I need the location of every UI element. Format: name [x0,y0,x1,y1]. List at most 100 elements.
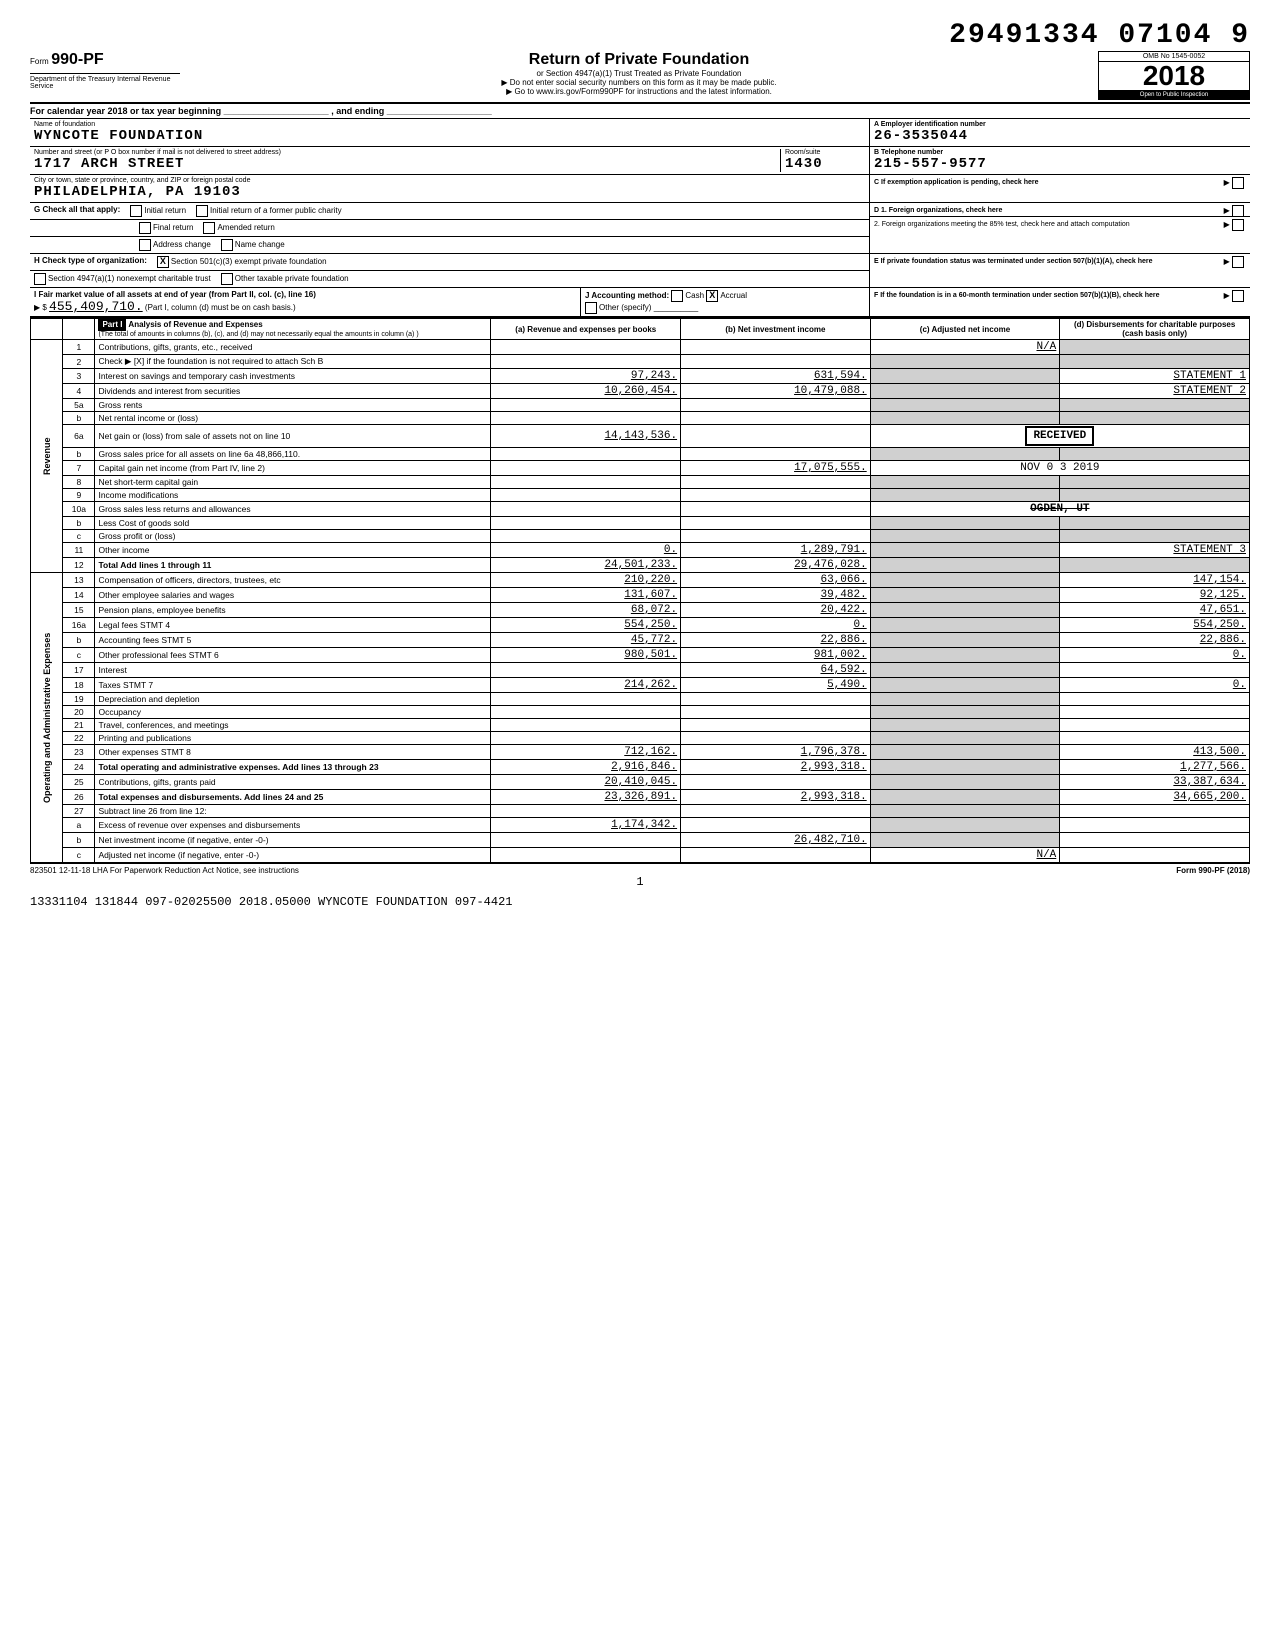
amount-cell [681,355,871,369]
line-desc: Compensation of officers, directors, tru… [95,573,491,588]
ein-value: 26-3535044 [874,128,1246,144]
j-accrual-check[interactable]: X [706,290,718,302]
line-desc: Gross sales less returns and allowances [95,502,491,517]
amount-cell: 0. [681,618,871,633]
i-note: (Part I, column (d) must be on cash basi… [145,303,296,312]
amount-cell [681,706,871,719]
line-number: 18 [63,678,95,693]
line-desc: Capital gain net income (from Part IV, l… [95,461,491,476]
line-number: 15 [63,603,95,618]
line-number: 13 [63,573,95,588]
amount-cell [1060,706,1250,719]
line-number: b [63,833,95,848]
j-opt-0: Cash [685,291,704,300]
street-label: Number and street (or P O box number if … [34,149,780,156]
bottom-line: 13331104 131844 097-02025500 2018.05000 … [30,895,1250,909]
amount-cell [870,476,1060,489]
j-other-check[interactable] [585,302,597,314]
g-name-check[interactable] [221,239,233,251]
amount-cell: N/A [870,848,1060,863]
line-number: 6a [63,425,95,448]
amount-cell [870,818,1060,833]
h-opt-1: Section 4947(a)(1) nonexempt charitable … [48,274,211,283]
line-desc: Total Add lines 1 through 11 [95,558,491,573]
footer-page: 1 [30,875,1250,889]
col-a-header: (a) Revenue and expenses per books [491,319,681,340]
amount-cell [681,848,871,863]
box-f-label: F If the foundation is in a 60-month ter… [874,292,1159,299]
line-desc: Net short-term capital gain [95,476,491,489]
part1-table: Part I Analysis of Revenue and Expenses … [30,318,1250,863]
h-other-check[interactable] [221,273,233,285]
amount-cell: 24,501,233. [491,558,681,573]
g-former-check[interactable] [196,205,208,217]
return-sub2: ▶ Do not enter social security numbers o… [180,78,1098,87]
line-desc: Subtract line 26 from line 12: [95,805,491,818]
line-desc: Interest [95,663,491,678]
amount-cell: 1,277,566. [1060,760,1250,775]
amount-cell [1060,517,1250,530]
box-c-check[interactable] [1232,177,1244,189]
amount-cell [1060,355,1250,369]
amount-cell [681,425,871,448]
amount-cell: STATEMENT 2 [1060,384,1250,399]
amount-cell: 64,592. [681,663,871,678]
amount-cell: 68,072. [491,603,681,618]
amount-cell [1060,719,1250,732]
amount-cell [870,448,1060,461]
h-4947-check[interactable] [34,273,46,285]
amount-cell [870,588,1060,603]
phone-value: 215-557-9577 [874,156,1246,172]
amount-cell [870,517,1060,530]
h-501c3-check[interactable]: X [157,256,169,268]
line-number: 19 [63,693,95,706]
amount-cell [681,530,871,543]
line-number: 5a [63,399,95,412]
amount-cell [870,603,1060,618]
amount-cell [491,530,681,543]
box-e-check[interactable] [1232,256,1244,268]
amount-cell [681,719,871,732]
line-number: 16a [63,618,95,633]
g-amended-check[interactable] [203,222,215,234]
box-e-label: E If private foundation status was termi… [874,258,1153,265]
g-address-check[interactable] [139,239,151,251]
amount-cell: N/A [870,340,1060,355]
amount-cell [870,369,1060,384]
form-number: 990-PF [51,51,103,68]
amount-cell: 214,262. [491,678,681,693]
amount-cell: 210,220. [491,573,681,588]
box-d1-check[interactable] [1232,205,1244,217]
amount-cell: 29,476,028. [681,558,871,573]
amount-cell: RECEIVED [870,425,1249,448]
j-label: J Accounting method: [585,291,669,300]
line-desc: Less Cost of goods sold [95,517,491,530]
amount-cell: 1,289,791. [681,543,871,558]
amount-cell: 2,993,318. [681,760,871,775]
line-desc: Total operating and administrative expen… [95,760,491,775]
amount-cell: 131,607. [491,588,681,603]
amount-cell [681,502,871,517]
amount-cell: 1,796,378. [681,745,871,760]
opadmin-side-label: Operating and Administrative Expenses [31,573,63,863]
amount-cell [870,663,1060,678]
j-cash-check[interactable] [671,290,683,302]
part1-label: Part I [98,318,126,331]
amount-cell [1060,412,1250,425]
g-initial-check[interactable] [130,205,142,217]
line-number: 4 [63,384,95,399]
amount-cell: 10,479,088. [681,384,871,399]
box-d2-check[interactable] [1232,219,1244,231]
amount-cell [870,489,1060,502]
box-f-check[interactable] [1232,290,1244,302]
amount-cell [870,558,1060,573]
line-number: 7 [63,461,95,476]
amount-cell: 2,993,318. [681,790,871,805]
amount-cell: STATEMENT 1 [1060,369,1250,384]
amount-cell: 17,075,555. [681,461,871,476]
g-final-check[interactable] [139,222,151,234]
amount-cell: OGDEN, UT [870,502,1249,517]
amount-cell [870,732,1060,745]
line-desc: Other professional fees STMT 6 [95,648,491,663]
line-desc: Interest on savings and temporary cash i… [95,369,491,384]
